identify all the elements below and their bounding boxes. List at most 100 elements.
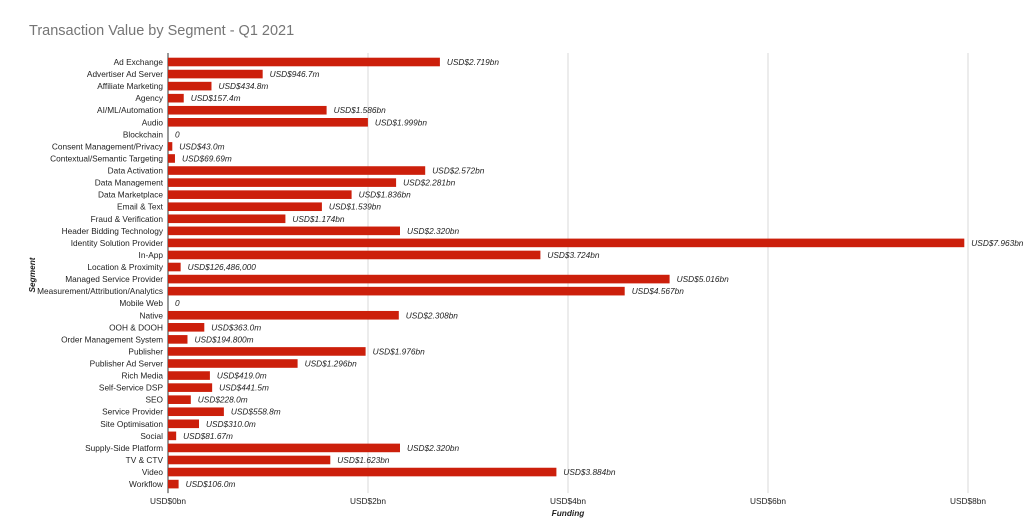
value-label: USD$1.296bn bbox=[305, 359, 358, 369]
x-tick-label: USD$2bn bbox=[350, 496, 386, 506]
category-label: Advertiser Ad Server bbox=[87, 69, 163, 79]
value-label: USD$81.67m bbox=[183, 431, 233, 441]
value-label: USD$4.567bn bbox=[632, 286, 685, 296]
category-label: OOH & DOOH bbox=[109, 322, 163, 332]
category-label: Self-Service DSP bbox=[99, 383, 164, 393]
value-label: USD$363.0m bbox=[211, 322, 261, 332]
value-label: USD$228.0m bbox=[198, 395, 248, 405]
category-label: Workflow bbox=[129, 479, 164, 489]
bar bbox=[168, 407, 224, 417]
category-label: Order Management System bbox=[61, 334, 163, 344]
category-label: Supply-Side Platform bbox=[85, 443, 163, 453]
value-label: USD$558.8m bbox=[231, 407, 281, 417]
category-label: SEO bbox=[145, 395, 163, 405]
bar bbox=[168, 250, 541, 260]
category-label: Header Bidding Technology bbox=[62, 226, 164, 236]
bar bbox=[168, 105, 327, 115]
bars bbox=[168, 57, 965, 489]
bar bbox=[168, 443, 400, 453]
bar bbox=[168, 154, 175, 163]
value-label: USD$1.836bn bbox=[359, 190, 412, 200]
category-label: Agency bbox=[135, 93, 164, 103]
category-label: Service Provider bbox=[102, 407, 163, 417]
value-label: USD$157.4m bbox=[191, 93, 241, 103]
bar bbox=[168, 69, 263, 79]
value-label: USD$1.999bn bbox=[375, 117, 428, 127]
x-axis-title: Funding bbox=[552, 508, 585, 518]
category-label: Email & Text bbox=[117, 202, 164, 212]
category-label: Rich Media bbox=[121, 371, 163, 381]
bar bbox=[168, 142, 173, 151]
bar bbox=[168, 310, 399, 320]
bar bbox=[168, 395, 191, 404]
value-label: USD$946.7m bbox=[270, 69, 320, 79]
value-label: USD$3.884bn bbox=[563, 467, 616, 477]
bar bbox=[168, 335, 188, 344]
x-tick-labels: USD$0bn USD$2bn USD$4bn USD$6bn USD$8bn bbox=[150, 496, 986, 506]
category-label: Data Activation bbox=[108, 166, 164, 176]
category-label: AI/ML/Automation bbox=[97, 105, 163, 115]
value-label: USD$1.174bn bbox=[292, 214, 345, 224]
bar bbox=[168, 323, 205, 332]
category-label: Publisher Ad Server bbox=[90, 359, 164, 369]
category-label: Location & Proximity bbox=[87, 262, 163, 272]
category-label: TV & CTV bbox=[126, 455, 164, 465]
category-label: Identity Solution Provider bbox=[71, 238, 163, 248]
category-label: Site Optimisation bbox=[100, 419, 163, 429]
category-label: Mobile Web bbox=[119, 298, 163, 308]
category-label: Social bbox=[140, 431, 163, 441]
bar bbox=[168, 419, 199, 429]
value-label: USD$2.320bn bbox=[407, 443, 460, 453]
chart-title: Transaction Value by Segment - Q1 2021 bbox=[29, 23, 295, 39]
value-label: USD$434.8m bbox=[218, 81, 268, 91]
category-label: In-App bbox=[139, 250, 164, 260]
bar bbox=[168, 371, 210, 380]
value-label: USD$419.0m bbox=[217, 371, 267, 381]
value-label: USD$5.016bn bbox=[677, 274, 730, 284]
category-label: Native bbox=[139, 310, 163, 320]
value-label: USD$126,486,000 bbox=[188, 262, 257, 272]
bar bbox=[168, 166, 426, 175]
bar bbox=[168, 190, 352, 199]
value-label: USD$1.623bn bbox=[337, 455, 390, 465]
value-label: USD$7.963bn bbox=[971, 238, 1024, 248]
bar bbox=[168, 93, 184, 103]
category-labels: Ad Exchange Advertiser Ad Server Affiliate… bbox=[37, 57, 164, 489]
bar bbox=[168, 347, 366, 356]
value-label: USD$2.281bn bbox=[403, 178, 456, 188]
bar bbox=[168, 118, 368, 127]
category-label: Data Marketplace bbox=[98, 190, 163, 200]
category-label: Measurement/Attribution/Analytics bbox=[37, 286, 163, 296]
category-label: Consent Management/Privacy bbox=[52, 141, 164, 151]
category-label: Video bbox=[142, 467, 163, 477]
bar bbox=[168, 479, 179, 489]
category-label: Affiliate Marketing bbox=[97, 81, 163, 91]
bar bbox=[168, 286, 625, 296]
x-tick-label: USD$6bn bbox=[750, 496, 786, 506]
value-label: USD$1.976bn bbox=[373, 346, 426, 356]
value-label: USD$194.800m bbox=[194, 334, 253, 344]
value-label: USD$1.539bn bbox=[329, 202, 382, 212]
value-label: USD$2.719bn bbox=[447, 57, 500, 67]
value-label: USD$1.586bn bbox=[334, 105, 387, 115]
value-label: USD$2.572bn bbox=[432, 166, 485, 176]
value-label: USD$69.69m bbox=[182, 153, 232, 163]
value-label: 0 bbox=[175, 298, 180, 308]
x-tick-label: USD$8bn bbox=[950, 496, 986, 506]
value-label: USD$2.320bn bbox=[407, 226, 460, 236]
category-label: Contextual/Semantic Targeting bbox=[50, 153, 163, 163]
category-label: Ad Exchange bbox=[114, 57, 164, 67]
bar bbox=[168, 81, 212, 91]
bar bbox=[168, 178, 397, 187]
value-label: USD$106.0m bbox=[186, 479, 236, 489]
value-label: USD$310.0m bbox=[206, 419, 256, 429]
bar bbox=[168, 431, 177, 441]
category-label: Managed Service Provider bbox=[65, 274, 163, 284]
bar bbox=[168, 455, 331, 465]
category-label: Audio bbox=[142, 117, 164, 127]
bar bbox=[168, 226, 400, 236]
bar bbox=[168, 274, 670, 284]
bar bbox=[168, 238, 965, 248]
